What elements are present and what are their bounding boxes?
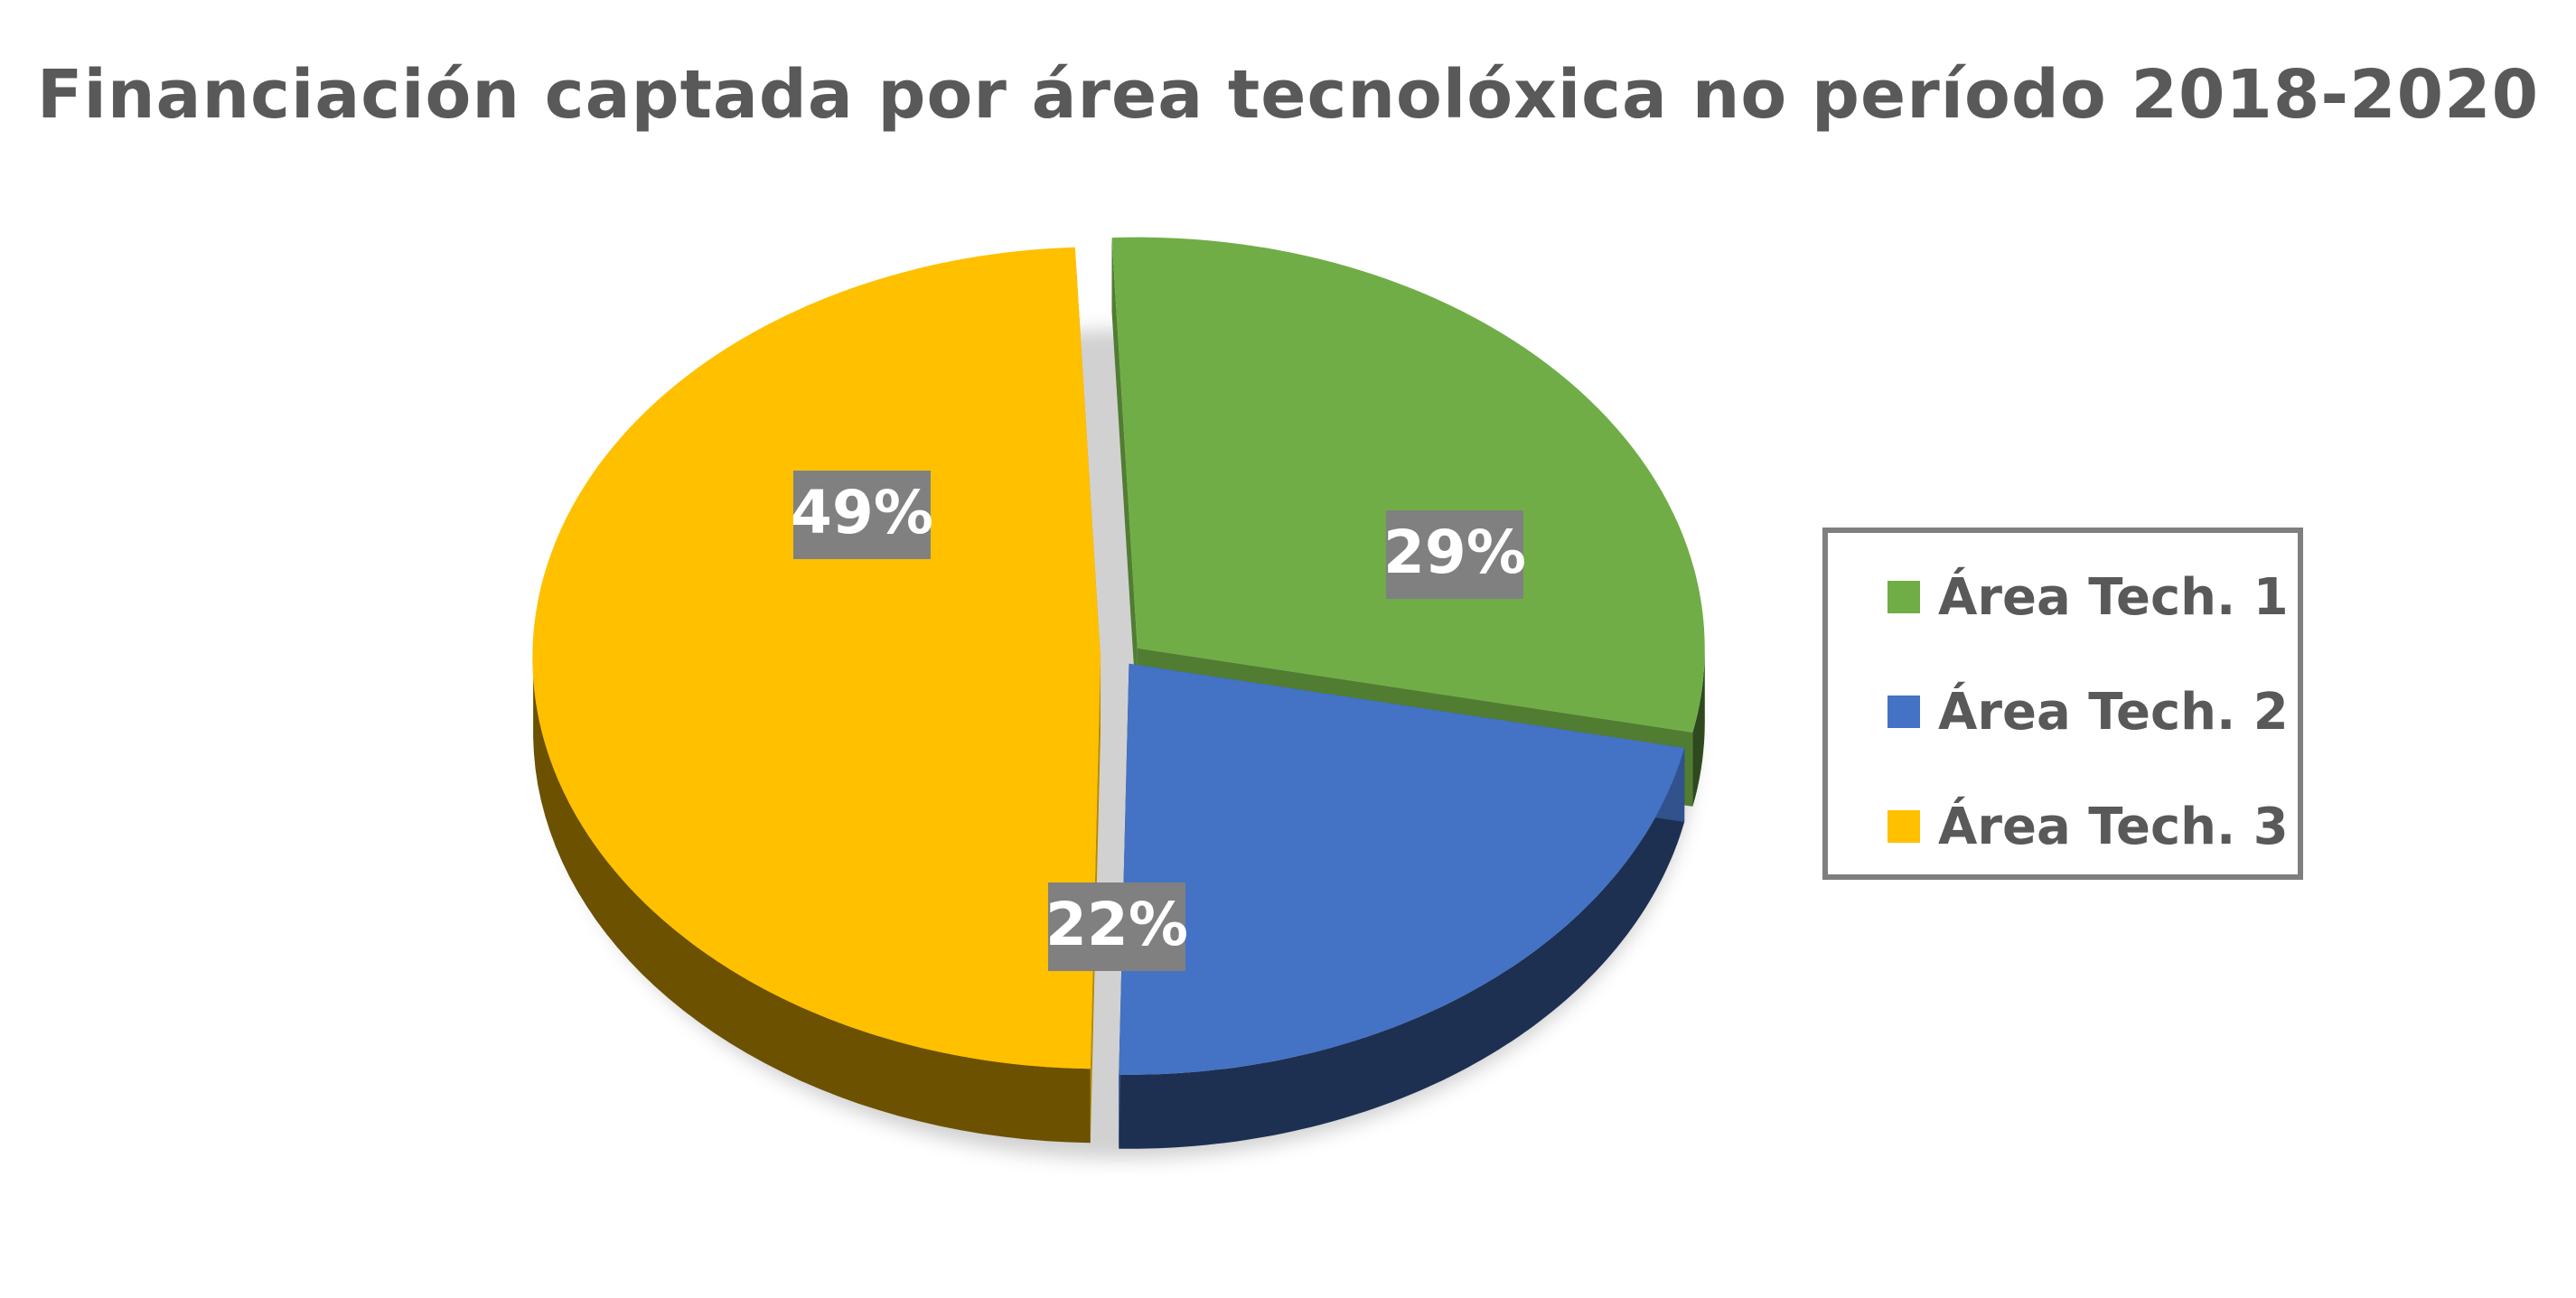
chart-title: Financiación captada por área tecnolóxic… — [36, 56, 2540, 134]
legend-entry-tech-1: Área Tech. 1 — [1888, 565, 2289, 629]
data-label-box-tech-3 — [793, 471, 931, 559]
legend-swatch-tech-3 — [1888, 810, 1920, 843]
legend-label-tech-1: Área Tech. 1 — [1938, 567, 2289, 627]
data-label-box-tech-1 — [1386, 510, 1523, 599]
data-label-tech-1: 29% — [1383, 518, 1526, 587]
legend-entry-tech-2: Área Tech. 2 — [1888, 680, 2289, 743]
slice-cut-tech-1-0 — [1111, 238, 1138, 723]
legend-swatch-tech-2 — [1888, 696, 1920, 728]
slice-side-tech-1 — [1692, 649, 1705, 807]
slice-tech-2 — [1119, 663, 1685, 1075]
legend: Área Tech. 1 Área Tech. 2 Área Tech. 3 — [1822, 528, 2303, 880]
legend-label-tech-3: Área Tech. 3 — [1938, 797, 2289, 856]
data-label-tech-3: 49% — [791, 478, 933, 547]
slice-side-tech-2 — [1119, 748, 1685, 1149]
data-label-tech-2: 22% — [1045, 890, 1188, 959]
legend-entry-tech-3: Área Tech. 3 — [1888, 795, 2289, 858]
data-label-box-tech-2 — [1048, 882, 1185, 971]
slice-tech-3 — [532, 247, 1101, 1069]
legend-label-tech-2: Área Tech. 2 — [1938, 682, 2289, 742]
legend-swatch-tech-1 — [1888, 581, 1920, 613]
slice-tech-1 — [1111, 237, 1705, 733]
